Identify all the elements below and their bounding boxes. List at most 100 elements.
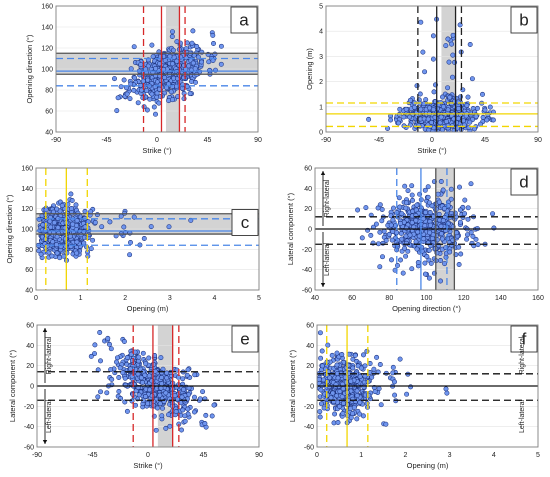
y-tick-label-a-0: 40 [45,130,53,137]
scatter-point [163,425,169,431]
scatter-point [136,354,142,360]
x-axis-label-b: Strike (°) [417,146,447,155]
scatter-point [179,427,184,433]
plot-area [36,168,259,290]
scatter-point [209,413,215,419]
x-tick-label-d-5: 140 [495,295,507,302]
scatter-point [162,75,168,80]
scatter-point [78,232,84,238]
axes-frame-d [314,167,539,291]
scatter-point [357,411,363,417]
y-tick-label-e-3: 0 [30,384,34,391]
scatter-point [54,234,60,240]
scatter-point [440,127,445,132]
lateral-label-e-0: Right-lateral [46,336,53,374]
scatter-point [140,78,146,84]
scatter-point [362,363,368,369]
scatter-point [183,46,189,52]
scatter-point [383,421,389,427]
scatter-point [411,104,417,110]
scatter-point [388,222,394,228]
scatter-point [457,219,463,225]
scatter-point [74,250,80,256]
y-tick-label-b-3: 3 [319,54,323,61]
scatter-point [88,353,94,359]
scatter-point [114,108,120,114]
scatter-point [339,352,345,357]
scatter-point [487,104,493,110]
arrowhead-icon [320,283,326,287]
panel-letter-a: a [239,11,249,30]
scatter-point [456,244,462,250]
scatter-point [70,221,76,227]
scatter-point [390,364,396,370]
scatter-point [131,44,137,50]
scatter-point [162,57,168,63]
scatter-point [334,350,340,356]
scatter-point [170,84,175,89]
axes-frame-c [35,167,260,291]
y-axis-label-f: Lateral component (°) [288,349,297,422]
y-tick-label-c-3: 100 [21,227,33,234]
scatter-point [426,247,432,253]
scatter-point [172,393,178,399]
scatter-point [450,32,456,38]
scatter-point [366,116,372,122]
scatter-point [376,386,382,392]
scatter-point [426,275,432,281]
scatter-point [190,60,196,66]
scatter-point [218,43,224,49]
y-tick-label-d-4: 20 [304,206,312,213]
panel-letter-box-b [510,6,538,34]
scatter-point [462,197,468,203]
scatter-point [449,123,455,129]
scatter-point [469,76,475,82]
scatter-point [192,409,197,415]
scatter-point [127,252,133,258]
scatter-point [490,117,496,123]
scatter-point [441,205,447,211]
scatter-point [121,339,127,344]
scatter-point [167,53,173,59]
scatter-point [435,191,441,197]
scatter-point [377,229,383,235]
scatter-point [468,181,474,187]
scatter-point [121,224,127,230]
y-tick-label-a-3: 100 [41,67,53,74]
scatter-point [443,43,449,49]
scatter-point [398,257,403,263]
scatter-point [127,96,133,102]
scatter-point [63,236,68,242]
x-tick-label-c-3: 3 [168,295,172,302]
scatter-point [379,207,385,212]
scatter-point [149,42,155,48]
scatter-point [446,59,452,65]
scatter-point [337,403,342,409]
scatter-point [135,371,141,377]
x-tick-label-c-4: 4 [212,295,216,302]
scatter-point [189,79,194,84]
scatter-point [465,94,471,100]
scatter-point [392,392,398,398]
scatter-point [403,106,409,112]
scatter-point [468,229,474,235]
scatter-point [128,366,133,372]
scatter-point [325,342,331,348]
x-tick-label-c-1: 1 [79,295,83,302]
scatter-point [413,239,419,245]
scatter-point [431,89,437,95]
scatter-point [192,372,198,378]
scatter-point [180,407,186,413]
scatter-point [179,394,185,400]
scatter-point [340,410,346,416]
x-tick-label-f-5: 5 [536,452,540,459]
scatter-point [190,28,196,34]
scatter-point [173,409,179,414]
scatter-point [441,104,446,110]
y-tick-label-e-5: 40 [26,343,34,350]
scatter-point [138,375,144,381]
scatter-point [420,216,426,222]
scatter-point [143,394,148,399]
scatter-point [318,387,324,393]
scatter-point [124,91,130,97]
